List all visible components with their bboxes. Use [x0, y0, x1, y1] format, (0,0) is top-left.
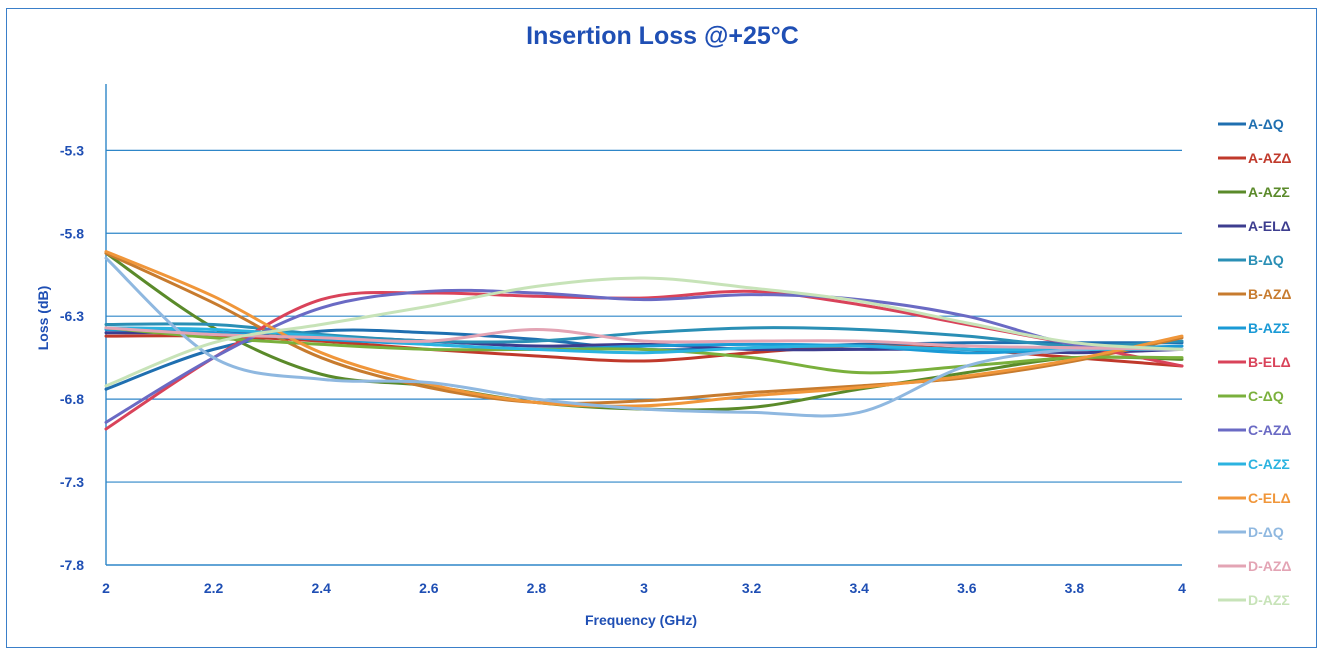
legend-label: C-AZΔ: [1248, 422, 1292, 438]
series-line: [104, 326, 1184, 351]
series-line: [104, 288, 1184, 424]
legend-label: B-AZΣ: [1248, 320, 1290, 336]
legend-label: C-ΔQ: [1248, 388, 1284, 404]
y-tick-label: -7.8: [60, 557, 84, 573]
y-tick-label: -5.8: [60, 225, 84, 241]
x-tick-label: 2.2: [204, 580, 224, 596]
x-tick-label: 4: [1178, 580, 1186, 596]
legend-label: B-AZΔ: [1248, 286, 1292, 302]
series-line: [104, 326, 1184, 355]
tick-labels: -5.3 -5.8 -6.3 -6.8 -7.3 -7.8 2 2.2 2.4 2.6 2.8 3 3.…: [60, 142, 1186, 596]
legend-label: A-ΔQ: [1248, 116, 1284, 132]
legend-label: B-ELΔ: [1248, 354, 1291, 370]
series-line: [104, 250, 1184, 408]
chart-title: Insertion Loss @+25°C: [526, 22, 799, 50]
series-line: [104, 326, 1184, 375]
series-line: [104, 276, 1184, 388]
legend-label: D-AZΔ: [1248, 558, 1292, 574]
x-tick-label: 2.8: [527, 580, 547, 596]
x-tick-label: 3.8: [1065, 580, 1085, 596]
x-tick-label: 2: [102, 580, 110, 596]
legend-label: C-AZΣ: [1248, 456, 1290, 472]
x-tick-label: 3.6: [957, 580, 977, 596]
grid-lines: [106, 149, 1182, 483]
x-tick-label: 3.4: [849, 580, 869, 596]
x-tick-label: 3: [640, 580, 648, 596]
x-axis-title: Frequency (GHz): [585, 612, 697, 628]
legend-label: A-ELΔ: [1248, 218, 1291, 234]
legend-label: A-AZΔ: [1248, 150, 1292, 166]
legend-label: C-ELΔ: [1248, 490, 1291, 506]
legend-label: D-ΔQ: [1248, 524, 1284, 540]
y-axis-title: Loss (dB): [35, 286, 51, 351]
legend-label: B-ΔQ: [1248, 252, 1284, 268]
series-lines: [104, 250, 1184, 431]
legend-label: D-AZΣ: [1248, 592, 1290, 608]
x-tick-label: 2.4: [311, 580, 331, 596]
series-line: [104, 251, 1184, 405]
legend: A-ΔQ A-AZΔ A-AZΣ A-ELΔ B-ΔQ B-AZΔ B-AZΣ B-ELΔ C-…: [1218, 116, 1292, 608]
series-line: [104, 256, 1184, 418]
y-tick-label: -5.3: [60, 142, 84, 158]
legend-label: A-AZΣ: [1248, 184, 1290, 200]
x-tick-label: 3.2: [742, 580, 762, 596]
y-tick-label: -7.3: [60, 474, 84, 490]
series-line: [104, 322, 1184, 348]
y-tick-label: -6.3: [60, 308, 84, 324]
x-tick-label: 2.6: [419, 580, 439, 596]
y-tick-label: -6.8: [60, 391, 84, 407]
chart-frame: [6, 8, 1317, 648]
